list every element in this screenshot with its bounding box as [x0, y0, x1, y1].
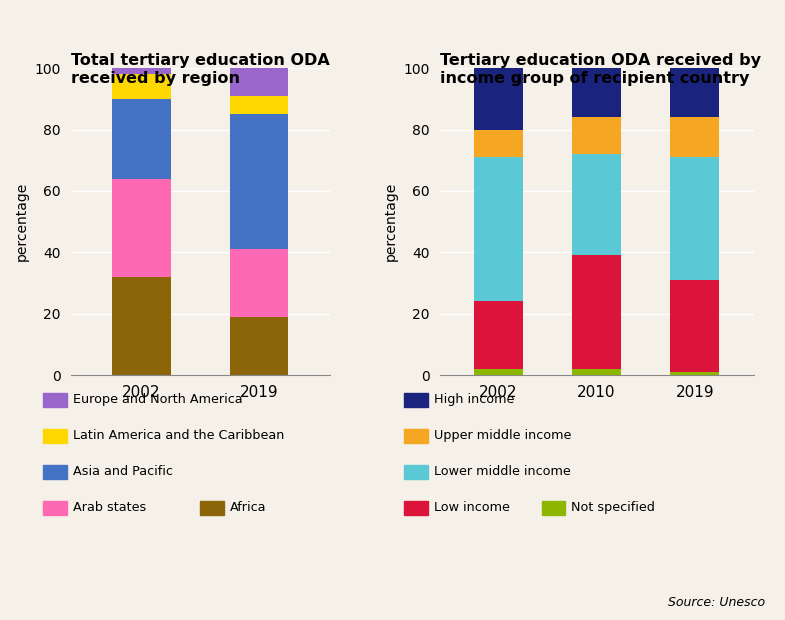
Y-axis label: percentage: percentage [384, 182, 398, 261]
Bar [474, 369, 523, 375]
Bar [474, 68, 523, 130]
Bar [230, 96, 289, 114]
Bar [474, 301, 523, 369]
Text: High income: High income [434, 394, 514, 406]
Bar [112, 179, 171, 277]
Text: Arab states: Arab states [73, 502, 146, 514]
Bar [230, 249, 289, 317]
Bar [112, 68, 171, 74]
Bar [670, 68, 719, 117]
Bar [112, 277, 171, 375]
Bar [670, 372, 719, 375]
Bar [670, 117, 719, 157]
Text: Latin America and the Caribbean: Latin America and the Caribbean [73, 430, 284, 442]
Text: Upper middle income: Upper middle income [434, 430, 571, 442]
Bar [572, 68, 621, 117]
Bar [112, 99, 171, 179]
Bar [474, 130, 523, 157]
Bar [670, 157, 719, 280]
Y-axis label: percentage: percentage [15, 182, 29, 261]
Text: Lower middle income: Lower middle income [434, 466, 571, 478]
Text: Not specified: Not specified [571, 502, 655, 514]
Bar [670, 280, 719, 372]
Bar [572, 369, 621, 375]
Bar [474, 157, 523, 301]
Bar [572, 255, 621, 369]
Text: Low income: Low income [434, 502, 510, 514]
Bar [572, 117, 621, 154]
Bar [112, 74, 171, 99]
Bar [572, 154, 621, 255]
Bar [230, 317, 289, 375]
Bar [230, 68, 289, 96]
Text: Africa: Africa [230, 502, 266, 514]
Text: Asia and Pacific: Asia and Pacific [73, 466, 173, 478]
Text: Europe and North America: Europe and North America [73, 394, 243, 406]
Text: Total tertiary education ODA
received by region: Total tertiary education ODA received by… [71, 53, 330, 86]
Text: Tertiary education ODA received by
income group of recipient country: Tertiary education ODA received by incom… [440, 53, 761, 86]
Text: Source: Unesco: Source: Unesco [668, 596, 765, 609]
Bar [230, 114, 289, 249]
